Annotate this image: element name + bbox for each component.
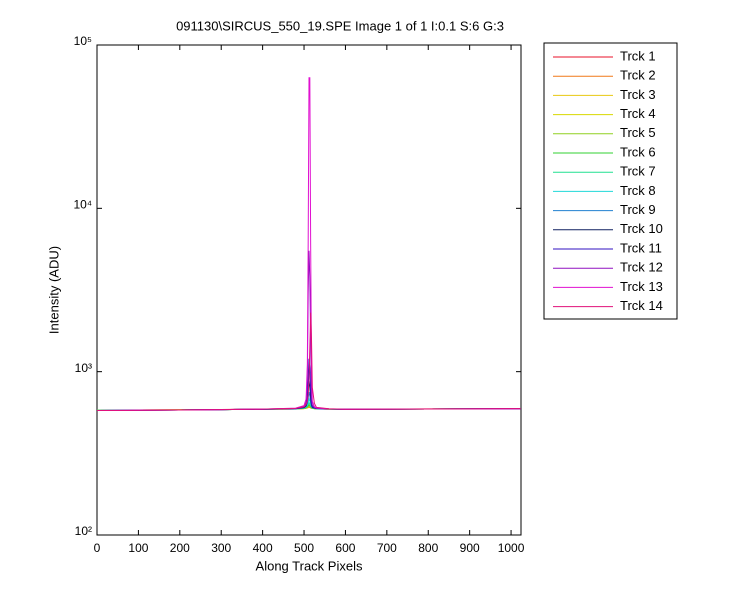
legend-label: Trck 13: [620, 279, 663, 294]
x-tick-label: 600: [335, 541, 355, 555]
legend-label: Trck 10: [620, 221, 663, 236]
x-tick-label: 300: [211, 541, 231, 555]
x-tick-label: 400: [253, 541, 273, 555]
x-tick-label: 1000: [498, 541, 525, 555]
y-axis-label: Intensity (ADU): [46, 246, 61, 334]
y-tick-label: 10³: [75, 361, 92, 375]
series-line: [96, 312, 521, 412]
x-tick-label: 100: [128, 541, 148, 555]
legend-label: Trck 1: [620, 48, 656, 63]
legend-label: Trck 8: [620, 183, 656, 198]
x-tick-label: 0: [94, 541, 101, 555]
legend-label: Trck 3: [620, 87, 656, 102]
legend-label: Trck 11: [620, 240, 662, 255]
legend-label: Trck 12: [620, 260, 663, 275]
x-tick-label: 800: [418, 541, 438, 555]
x-tick-label: 500: [294, 541, 314, 555]
legend-label: Trck 14: [620, 298, 663, 313]
y-tick-label: 10²: [75, 524, 92, 538]
x-axis-label: Along Track Pixels: [256, 558, 363, 573]
legend-label: Trck 2: [620, 68, 656, 83]
legend-label: Trck 5: [620, 125, 656, 140]
legend: [543, 42, 678, 320]
legend-label: Trck 9: [620, 202, 656, 217]
legend-label: Trck 4: [620, 106, 656, 121]
chart-title: 091130\SIRCUS_550_19.SPE Image 1 of 1 I:…: [176, 18, 504, 33]
y-tick-label: 10⁵: [74, 34, 92, 48]
y-tick-label: 10⁴: [73, 198, 92, 212]
legend-label: Trck 7: [620, 164, 656, 179]
legend-label: Trck 6: [620, 144, 656, 159]
x-tick-label: 700: [377, 541, 397, 555]
x-tick-label: 900: [460, 541, 480, 555]
x-tick-label: 200: [170, 541, 190, 555]
